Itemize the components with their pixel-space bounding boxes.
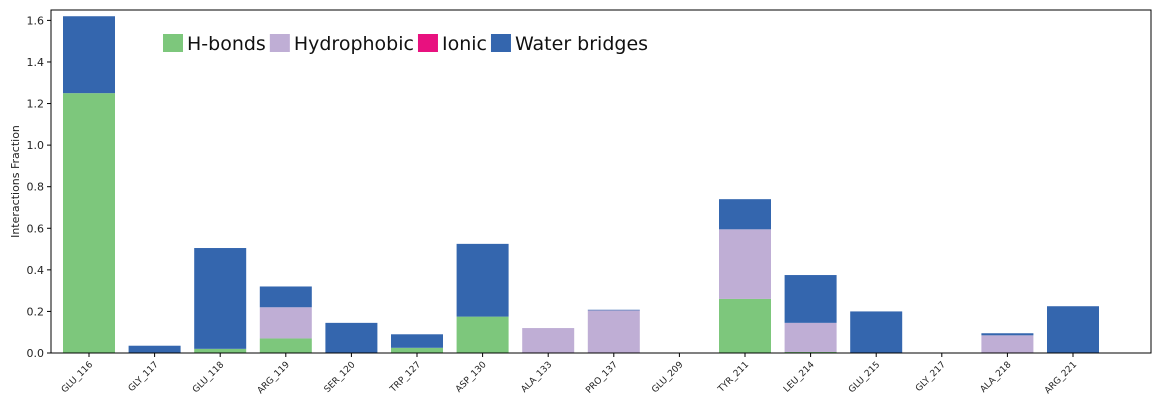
y-axis-label: Interactions Fraction — [9, 125, 22, 238]
bar-gly-117-water-bridges — [128, 345, 181, 353]
legend-swatch — [163, 34, 183, 52]
x-tick-label: GLU_215 — [847, 360, 882, 395]
x-tick-label: SER_120 — [323, 360, 358, 395]
y-tick-label: 1.0 — [27, 139, 45, 152]
y-tick-label: 1.6 — [27, 14, 45, 27]
bar-tyr-211-hydrophobic — [719, 229, 771, 299]
x-tick-label: TYR_211 — [716, 360, 751, 395]
x-tick-label: ARG_119 — [256, 360, 292, 396]
x-tick-label: GLY_117 — [127, 360, 161, 394]
y-tick-label: 1.2 — [27, 98, 45, 111]
bar-tyr-211-h-bonds — [719, 298, 771, 353]
bar-pro-137-hydrophobic — [587, 310, 640, 353]
x-tick-label: PRO_137 — [584, 360, 620, 396]
y-tick-label: 0.6 — [27, 222, 45, 235]
bar-ala-133-hydrophobic — [522, 328, 575, 353]
bar-arg-119-hydrophobic — [259, 307, 312, 339]
legend-label: H-bonds — [187, 33, 266, 55]
bar-arg-221-water-bridges — [1047, 306, 1099, 353]
x-tick-label: GLU_118 — [191, 360, 226, 395]
bar-glu-116-h-bonds — [63, 93, 115, 353]
bar-asp-130-water-bridges — [456, 243, 509, 317]
x-axis: GLU_116 GLY_117 GLU_118 ARG_119 SER_120 TRP_1… — [60, 353, 1079, 396]
bar-leu-214-water-bridges — [784, 275, 837, 323]
x-tick-label: GLY_217 — [914, 360, 948, 394]
bar-glu-215-water-bridges — [850, 311, 903, 353]
x-tick-label: ALA_133 — [520, 360, 555, 395]
x-tick-label: ASP_130 — [454, 360, 489, 395]
plot-frame — [50, 9, 1152, 354]
bar-glu-118-h-bonds — [194, 348, 247, 353]
legend-swatch — [490, 34, 511, 52]
bar-group — [63, 16, 1099, 353]
legend-label: Hydrophobic — [294, 33, 414, 55]
bar-ala-218-hydrophobic — [981, 335, 1034, 353]
bar-trp-127-h-bonds — [391, 347, 443, 353]
bar-ala-218-water-bridges — [981, 333, 1034, 336]
legend-swatch — [417, 34, 438, 52]
bar-ser-120-water-bridges — [325, 322, 378, 353]
bar-pro-137-water-bridges — [587, 309, 640, 311]
y-tick-label: 0.4 — [27, 264, 45, 277]
legend-label: Water bridges — [515, 33, 648, 55]
bar-glu-116-water-bridges — [63, 16, 115, 94]
bar-tyr-211-water-bridges — [719, 199, 771, 230]
legend-label: Ionic — [442, 33, 487, 55]
y-tick-label: 0.8 — [27, 181, 45, 194]
x-tick-label: LEU_214 — [782, 360, 817, 395]
bar-trp-127-water-bridges — [391, 334, 443, 348]
x-tick-label: ALA_218 — [979, 360, 1014, 395]
x-tick-label: ARG_221 — [1043, 360, 1079, 396]
x-tick-label: GLU_209 — [650, 360, 685, 395]
x-tick-label: TRP_127 — [388, 360, 423, 395]
y-tick-label: 0.2 — [27, 305, 45, 318]
y-axis: 0.0 0.2 0.4 0.6 0.8 1.0 1.2 1.4 1.6 — [27, 14, 51, 360]
bar-leu-214-h-bonds — [784, 351, 837, 353]
y-tick-label: 1.4 — [27, 56, 45, 69]
bar-asp-130-h-bonds — [456, 316, 509, 353]
legend-swatch — [269, 34, 290, 52]
bar-glu-118-water-bridges — [194, 248, 247, 349]
y-tick-label: 0.0 — [27, 347, 45, 360]
bar-arg-119-water-bridges — [259, 286, 312, 308]
bar-leu-214-hydrophobic — [784, 322, 837, 352]
bar-arg-119-h-bonds — [259, 338, 312, 353]
legend: H-bonds Hydrophobic Ionic Water bridges — [163, 33, 648, 55]
x-tick-label: GLU_116 — [60, 360, 95, 395]
